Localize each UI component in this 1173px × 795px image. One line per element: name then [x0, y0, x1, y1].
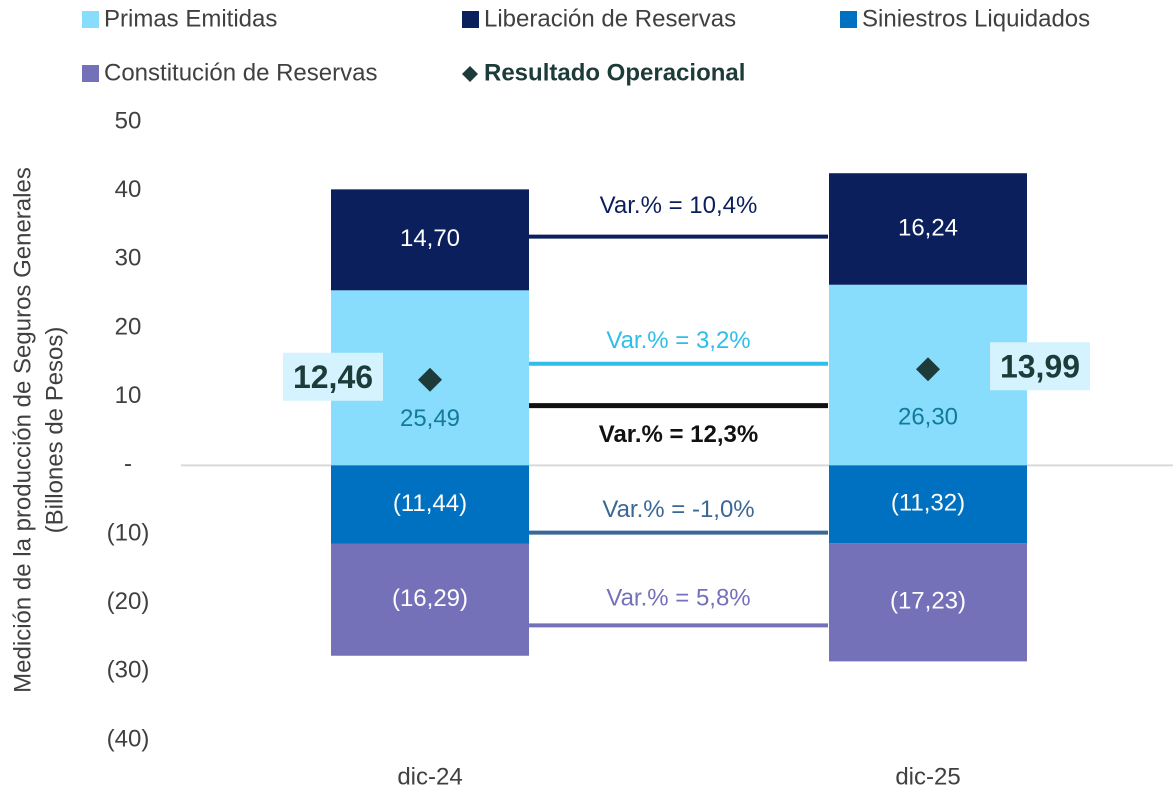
- label-box: [990, 342, 1090, 391]
- diamond-marker: [418, 367, 442, 392]
- data-label: 26,30: [898, 404, 958, 431]
- annotation-label: Var.% = 12,3%: [599, 421, 758, 448]
- legend-marker: [462, 11, 479, 28]
- bar-segment: [829, 465, 1027, 544]
- legend-label: Constitución de Reservas: [104, 59, 377, 86]
- annotation-label: Var.% = 3,2%: [606, 327, 750, 354]
- y-tick-label: (40): [107, 725, 150, 752]
- data-label: 14,70: [400, 225, 460, 252]
- y-tick-label: 20: [115, 313, 142, 340]
- y-tick-label: 10: [115, 382, 142, 409]
- annotation-label: Var.% = -1,0%: [602, 496, 754, 523]
- y-tick-label: 40: [115, 176, 142, 203]
- y-tick-label: 50: [115, 107, 142, 134]
- annotation-label: Var.% = 10,4%: [600, 192, 758, 219]
- data-label: 13,99: [1000, 349, 1080, 385]
- bar-segment: [829, 173, 1027, 285]
- y-tick-label: (30): [107, 657, 150, 684]
- y-axis-title-line: (Billones de Pesos): [41, 327, 68, 534]
- bar-segment: [829, 543, 1027, 662]
- legend-marker: [840, 11, 857, 28]
- legend-label: Siniestros Liquidados: [862, 5, 1090, 32]
- data-label: 25,49: [400, 405, 460, 432]
- y-axis-title-line: Medición de la producción de Seguros Gen…: [9, 167, 36, 693]
- bar-segment: [331, 543, 529, 656]
- y-tick-label: (10): [107, 519, 150, 546]
- data-label: (16,29): [392, 585, 468, 612]
- annotation-label: Var.% = 5,8%: [606, 585, 750, 612]
- y-tick-label: 30: [115, 245, 142, 272]
- legend-label: Primas Emitidas: [104, 5, 277, 32]
- legend-label: Resultado Operacional: [484, 59, 745, 86]
- legend-marker: [82, 65, 99, 82]
- data-label: (11,44): [393, 490, 467, 517]
- bar-segment: [331, 465, 529, 544]
- legend-marker: [82, 11, 99, 28]
- y-tick-label: -: [124, 451, 132, 478]
- x-tick-label: dic-24: [397, 763, 462, 790]
- data-label: 16,24: [898, 214, 958, 241]
- diamond-marker: [916, 357, 940, 382]
- x-tick-label: dic-25: [895, 763, 960, 790]
- y-tick-label: (20): [107, 588, 150, 615]
- y-axis-title: Medición de la producción de Seguros Gen…: [9, 167, 68, 693]
- data-label: (11,32): [891, 490, 965, 517]
- data-label: (17,23): [890, 588, 966, 615]
- label-box: [283, 352, 383, 401]
- legend-marker: [462, 66, 478, 82]
- bar-segment: [331, 189, 529, 291]
- legend-label: Liberación de Reservas: [484, 5, 736, 32]
- data-label: 12,46: [293, 359, 373, 395]
